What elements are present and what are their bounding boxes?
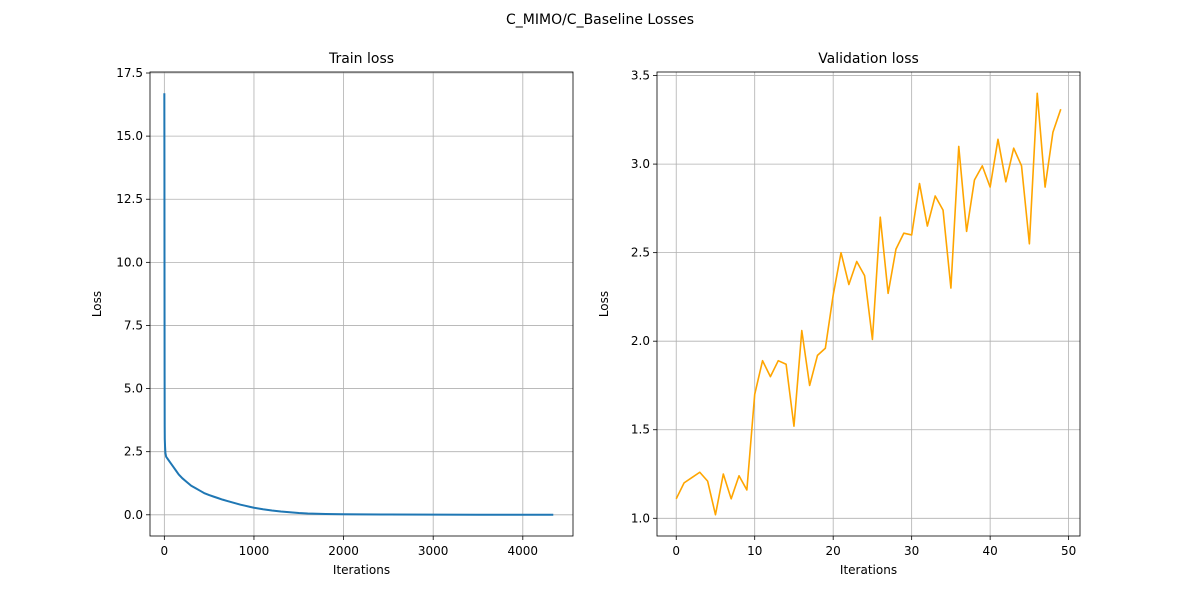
validation-x-tick-label: 30 (904, 544, 919, 558)
train-loss-plot: 0 1000 2000 3000 4000 0.0 2.5 5.0 7.5 10.0 12.5 15.… (90, 51, 574, 577)
train-plot-title: Train loss (328, 51, 394, 67)
validation-y-tick-label: 2.5 (631, 246, 650, 260)
train-y-tick-label: 12.5 (116, 192, 143, 206)
train-x-tick-label: 4000 (508, 544, 539, 558)
train-x-tick-label: 2000 (328, 544, 359, 558)
validation-x-axis-label: Iterations (840, 563, 897, 577)
validation-y-tick-label: 3.5 (631, 69, 650, 83)
validation-y-tick-label: 3.0 (631, 157, 650, 171)
validation-plot-title: Validation loss (818, 51, 919, 67)
validation-y-tick-label: 2.0 (631, 334, 650, 348)
validation-x-tick-label: 0 (672, 544, 680, 558)
train-x-axis-label: Iterations (333, 563, 390, 577)
train-y-tick-label: 15.0 (116, 129, 143, 143)
train-y-tick-label: 0.0 (124, 508, 143, 522)
validation-x-tick-label: 20 (826, 544, 841, 558)
train-y-tick-label: 10.0 (116, 255, 143, 269)
validation-loss-plot: 0 10 20 30 40 50 1.0 1.5 2.0 2.5 3.0 3.5 Validation … (597, 51, 1081, 577)
train-y-tick-label: 17.5 (116, 66, 143, 80)
train-x-tick-label: 1000 (239, 544, 270, 558)
train-loss-line (163, 93, 554, 516)
figure-title: C_MIMO/C_Baseline Losses (506, 12, 694, 28)
train-y-axis-label: Loss (90, 291, 104, 317)
validation-loss-line (675, 92, 1062, 516)
train-y-tick-label: 2.5 (124, 445, 143, 459)
train-axes-frame (149, 71, 574, 537)
train-x-tick-label: 0 (161, 544, 169, 558)
validation-y-tick-label: 1.0 (631, 511, 650, 525)
train-y-tick-label: 7.5 (124, 318, 143, 332)
validation-x-tick-label: 40 (983, 544, 998, 558)
validation-x-tick-label: 10 (747, 544, 762, 558)
validation-axes-frame (656, 71, 1081, 537)
train-x-tick-label: 3000 (418, 544, 449, 558)
validation-x-tick-label: 50 (1061, 544, 1076, 558)
train-y-tick-label: 5.0 (124, 382, 143, 396)
validation-y-tick-label: 1.5 (631, 423, 650, 437)
validation-y-axis-label: Loss (597, 291, 611, 317)
